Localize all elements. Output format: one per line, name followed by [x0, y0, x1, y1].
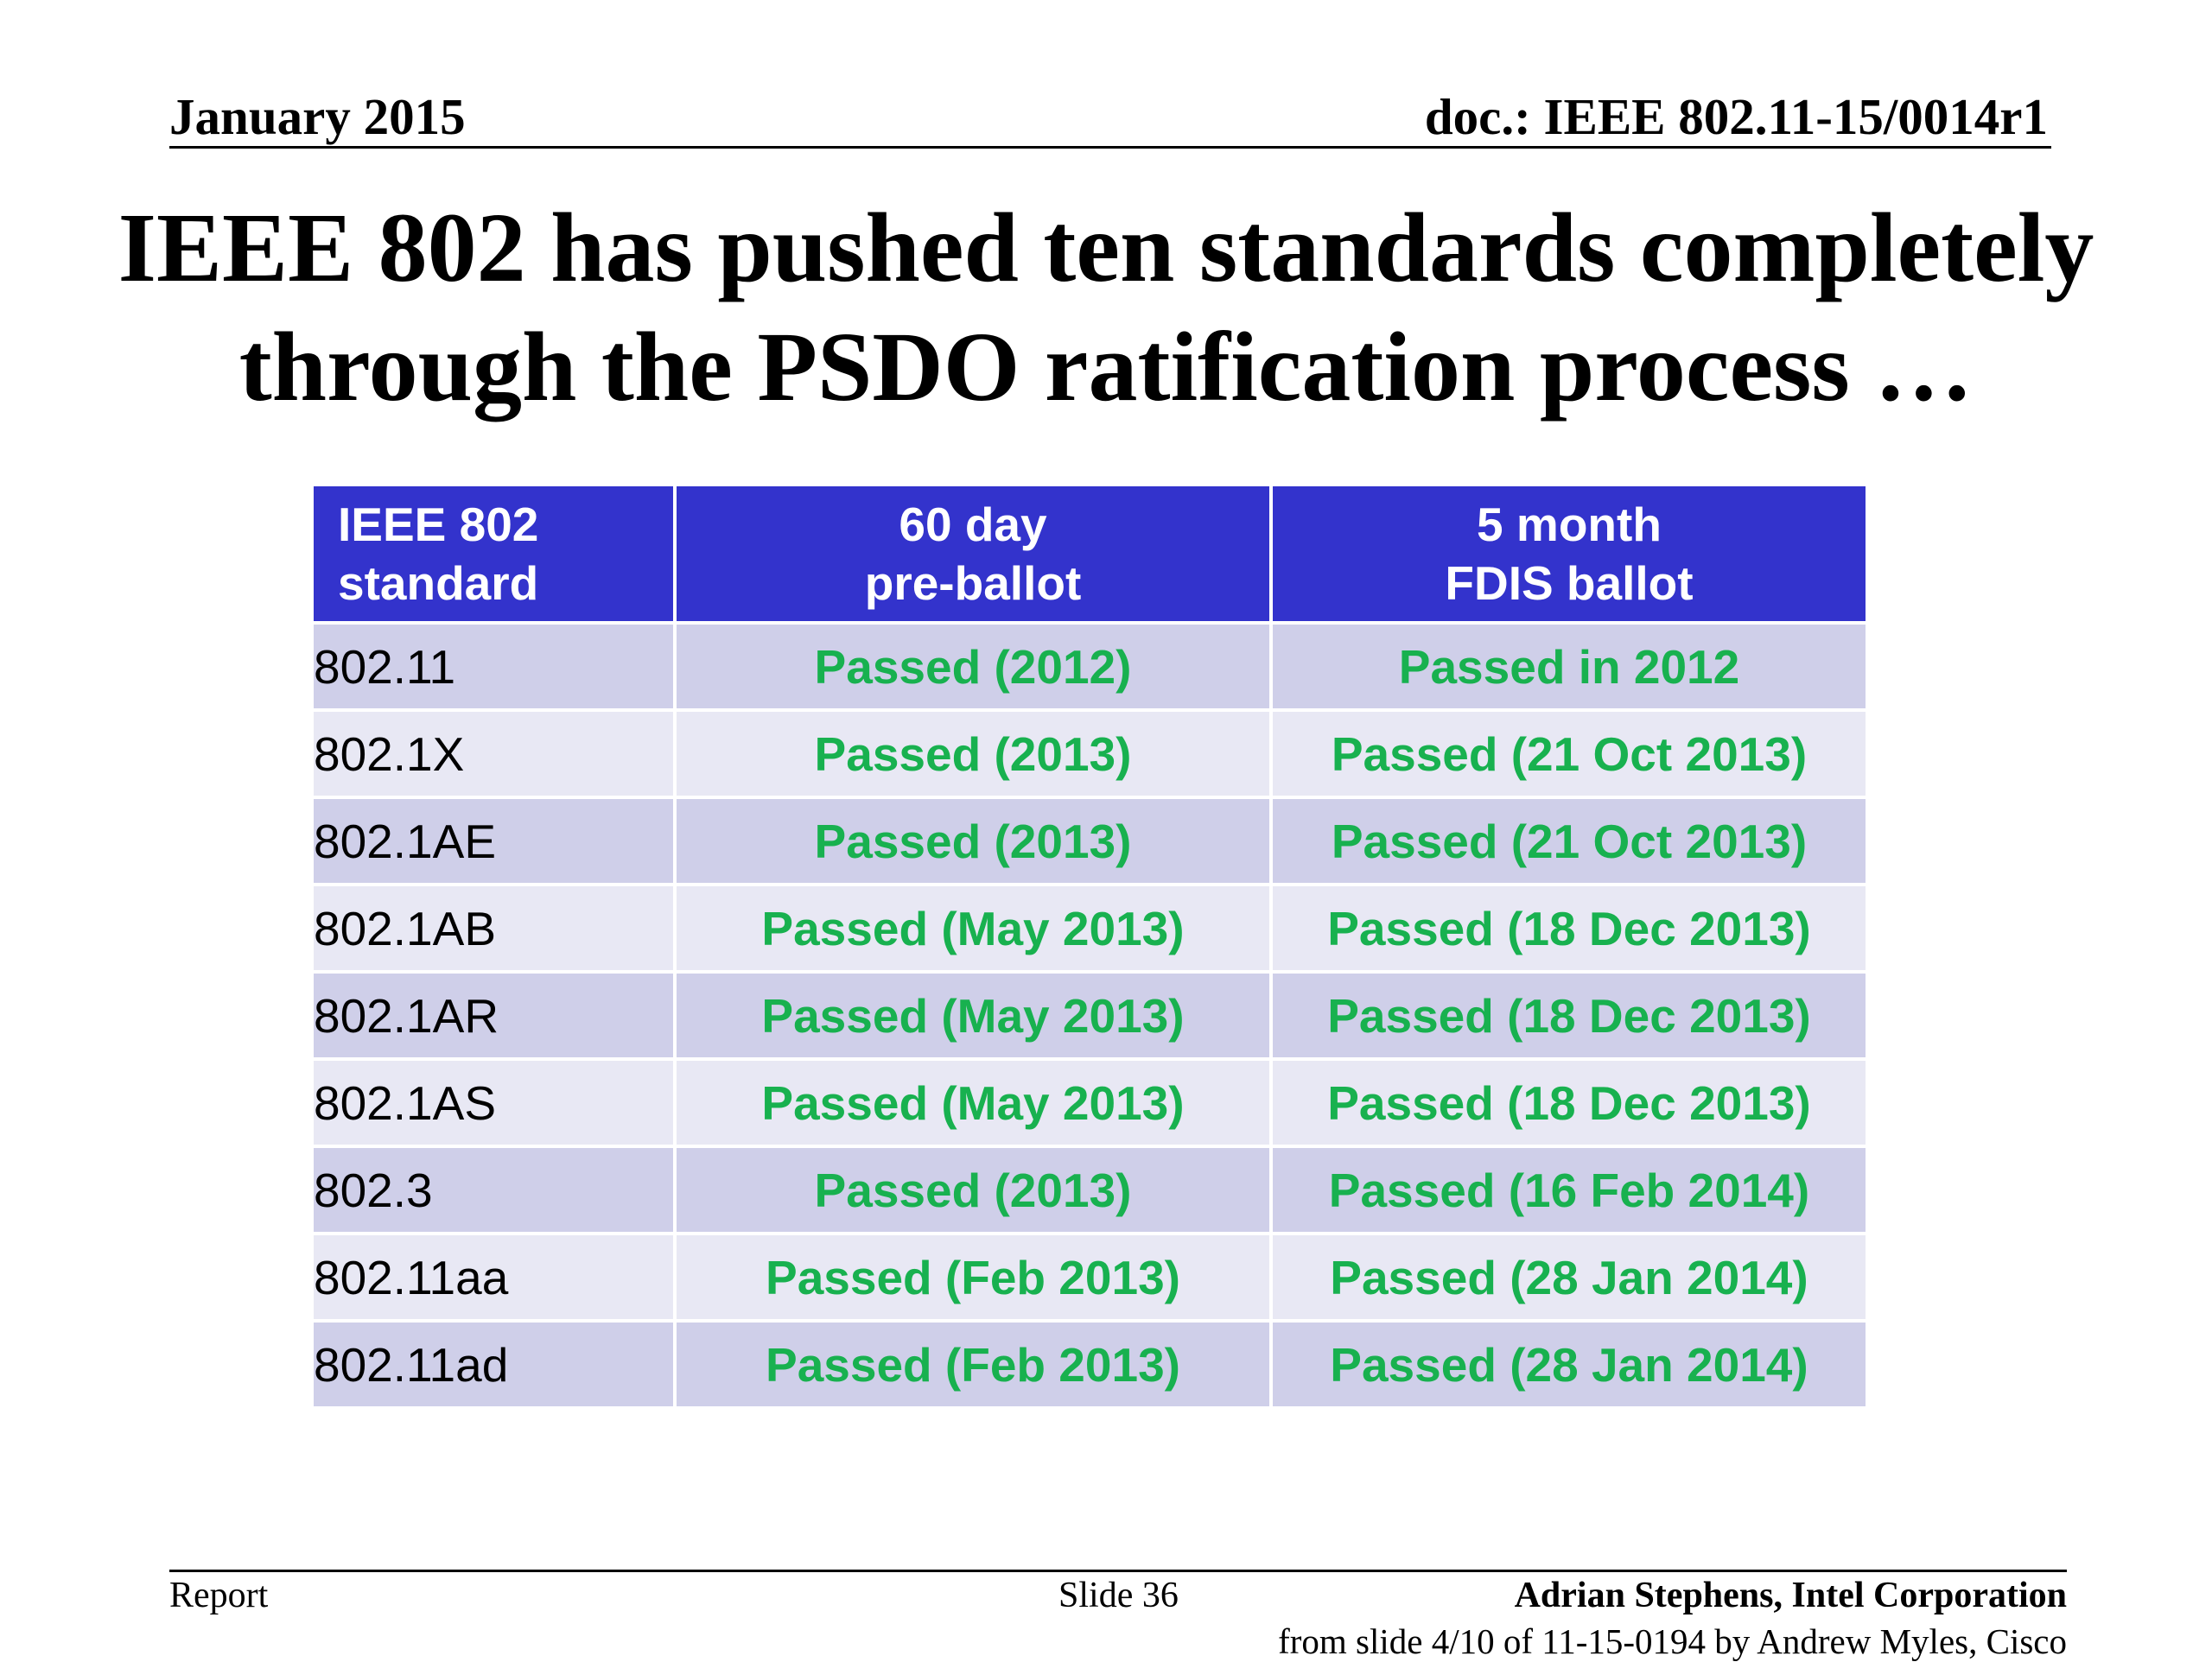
header-fdis-line2: FDIS ballot [1445, 556, 1694, 610]
header-preballot-line2: pre-ballot [864, 556, 1082, 610]
standard-cell: 802.1AR [310, 970, 677, 1061]
header-fdis-line1: 5 month [1477, 498, 1662, 551]
fdis-cell: Passed (21 Oct 2013) [1269, 796, 1869, 886]
preballot-cell: Passed (Feb 2013) [673, 1232, 1273, 1323]
preballot-cell: Passed (May 2013) [673, 970, 1273, 1061]
slide-title: IEEE 802 has pushed ten standards comple… [52, 188, 2160, 427]
standard-cell: 802.1AE [310, 796, 677, 886]
footer-report-label: Report [169, 1576, 269, 1615]
footer-source-note: from slide 4/10 of 11-15-0194 by Andrew … [1278, 1621, 2067, 1661]
preballot-cell: Passed (2013) [673, 708, 1273, 799]
fdis-cell: Passed (16 Feb 2014) [1269, 1145, 1869, 1235]
standard-cell: 802.1AS [310, 1057, 677, 1148]
fdis-cell: Passed in 2012 [1269, 621, 1869, 712]
standard-cell: 802.11 [310, 621, 677, 712]
header-standard: IEEE 802 standard [310, 483, 677, 625]
preballot-cell: Passed (2013) [673, 796, 1273, 886]
header-standard-line2: standard [338, 556, 539, 610]
fdis-cell: Passed (18 Dec 2013) [1269, 1057, 1869, 1148]
header-divider [169, 146, 2051, 149]
table-row: 802.11 Passed (2012) Passed in 2012 [310, 621, 1869, 712]
preballot-cell: Passed (Feb 2013) [673, 1319, 1273, 1410]
standard-cell: 802.1AB [310, 883, 677, 974]
table-row: 802.3 Passed (2013) Passed (16 Feb 2014) [310, 1145, 1869, 1235]
ratification-table: IEEE 802 standard 60 day pre-ballot 5 mo… [310, 483, 1869, 1410]
header-preballot-line1: 60 day [899, 498, 1047, 551]
header-standard-line1: IEEE 802 [338, 498, 539, 551]
header-preballot: 60 day pre-ballot [673, 483, 1273, 625]
header-date: January 2015 [169, 88, 466, 145]
table-row: 802.1AB Passed (May 2013) Passed (18 Dec… [310, 883, 1869, 974]
fdis-cell: Passed (18 Dec 2013) [1269, 883, 1869, 974]
fdis-cell: Passed (28 Jan 2014) [1269, 1319, 1869, 1410]
table-row: 802.11ad Passed (Feb 2013) Passed (28 Ja… [310, 1319, 1869, 1410]
fdis-cell: Passed (18 Dec 2013) [1269, 970, 1869, 1061]
table-row: 802.1AS Passed (May 2013) Passed (18 Dec… [310, 1057, 1869, 1148]
footer-divider [169, 1570, 2067, 1572]
standard-cell: 802.3 [310, 1145, 677, 1235]
table-row: 802.11aa Passed (Feb 2013) Passed (28 Ja… [310, 1232, 1869, 1323]
table-row: 802.1AR Passed (May 2013) Passed (18 Dec… [310, 970, 1869, 1061]
preballot-cell: Passed (2012) [673, 621, 1273, 712]
standard-cell: 802.11ad [310, 1319, 677, 1410]
preballot-cell: Passed (May 2013) [673, 1057, 1273, 1148]
preballot-cell: Passed (2013) [673, 1145, 1273, 1235]
header-fdis: 5 month FDIS ballot [1269, 483, 1869, 625]
standard-cell: 802.11aa [310, 1232, 677, 1323]
slide-title-line1: IEEE 802 has pushed ten standards comple… [118, 193, 2094, 302]
fdis-cell: Passed (21 Oct 2013) [1269, 708, 1869, 799]
standard-cell: 802.1X [310, 708, 677, 799]
slide-title-line2: through the PSDO ratification process … [238, 312, 1974, 422]
preballot-cell: Passed (May 2013) [673, 883, 1273, 974]
footer-author: Adrian Stephens, Intel Corporation [1514, 1576, 2067, 1615]
header-doc-id: doc.: IEEE 802.11-15/0014r1 [1424, 88, 2048, 145]
table-row: 802.1AE Passed (2013) Passed (21 Oct 201… [310, 796, 1869, 886]
slide-number: Slide 36 [1058, 1576, 1179, 1615]
table-row: 802.1X Passed (2013) Passed (21 Oct 2013… [310, 708, 1869, 799]
table-header-row: IEEE 802 standard 60 day pre-ballot 5 mo… [310, 483, 1869, 625]
fdis-cell: Passed (28 Jan 2014) [1269, 1232, 1869, 1323]
